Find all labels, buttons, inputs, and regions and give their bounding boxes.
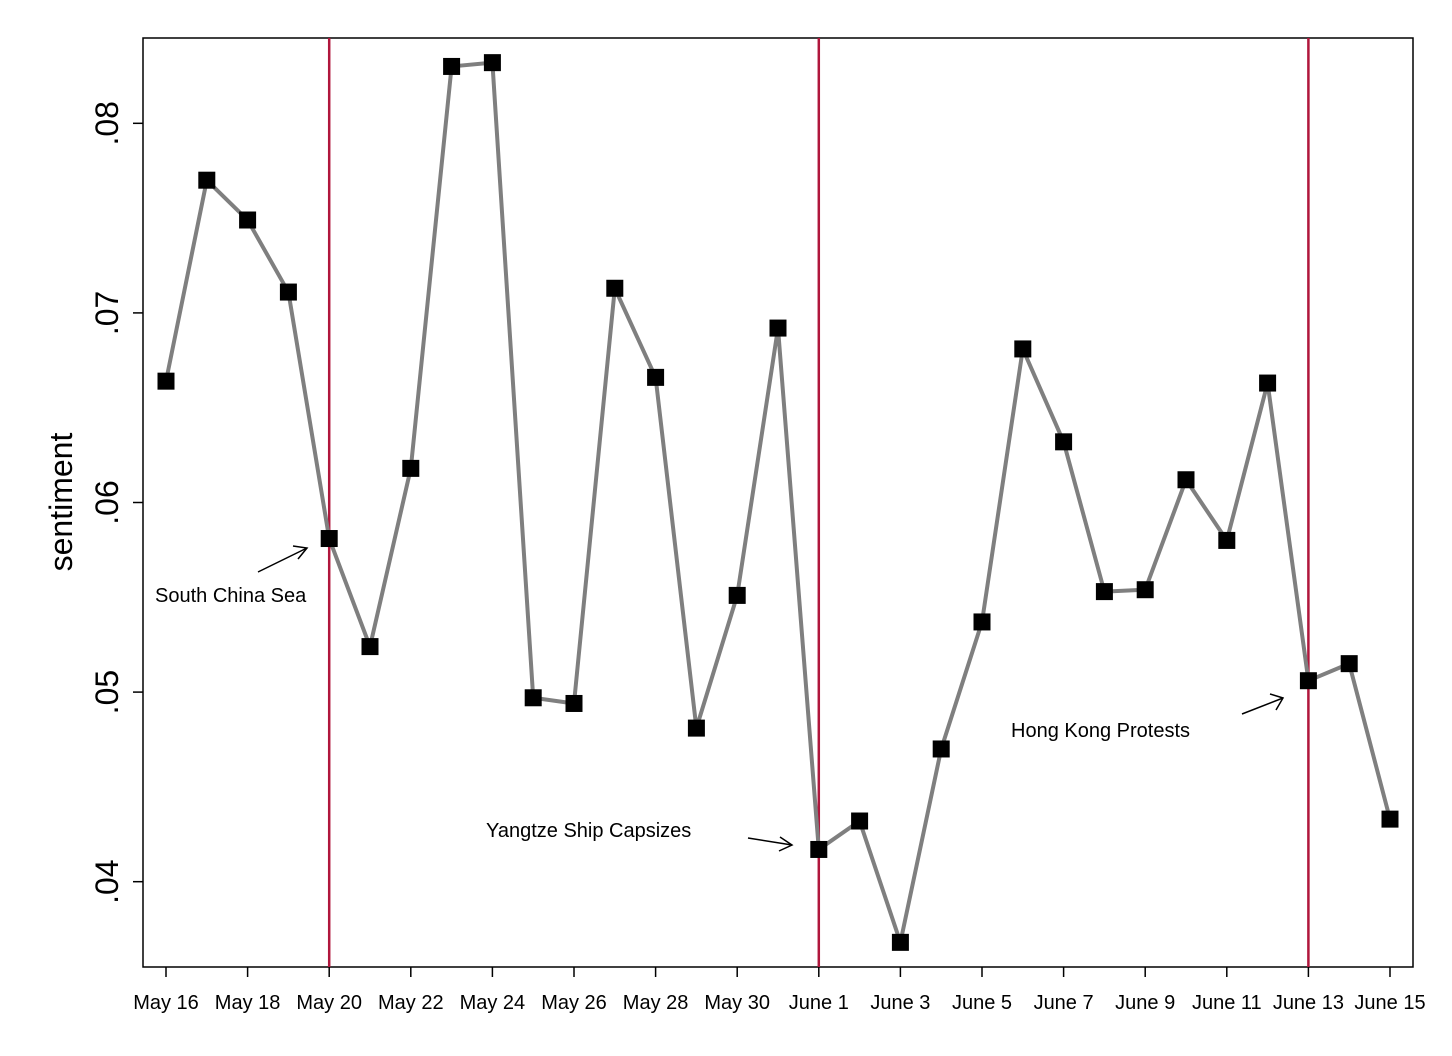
y-tick-label: .07 <box>89 291 125 335</box>
y-tick-label: .06 <box>89 480 125 524</box>
x-tick-label: June 9 <box>1115 992 1175 1014</box>
x-tick-label: May 30 <box>704 992 770 1014</box>
data-point <box>851 812 869 830</box>
data-point <box>1340 655 1358 673</box>
data-point <box>1299 672 1317 690</box>
data-point <box>361 638 379 656</box>
annotation-label: Yangtze Ship Capsizes <box>486 820 691 842</box>
data-point <box>524 689 542 707</box>
annotation-hong-kong: Hong Kong Protests <box>1011 693 1285 742</box>
data-point <box>1177 471 1195 489</box>
data-point <box>239 211 257 229</box>
x-tick-label: June 3 <box>870 992 930 1014</box>
data-point <box>810 840 828 858</box>
x-tick-label: June 1 <box>789 992 849 1014</box>
annotation-label: Hong Kong Protests <box>1011 720 1190 742</box>
annotation-label: South China Sea <box>155 585 307 607</box>
data-point <box>769 319 787 337</box>
x-tick-label: June 13 <box>1273 992 1344 1014</box>
y-axis-title: sentiment <box>43 433 79 572</box>
data-point <box>1014 340 1032 358</box>
data-point <box>320 530 338 548</box>
data-point <box>483 54 501 72</box>
data-point <box>891 933 909 951</box>
x-tick-label: June 7 <box>1034 992 1094 1014</box>
x-tick-label: May 20 <box>296 992 362 1014</box>
data-point <box>1055 433 1073 451</box>
data-point <box>1218 531 1236 549</box>
data-point <box>932 740 950 758</box>
x-tick-label: May 22 <box>378 992 444 1014</box>
data-point <box>279 283 297 301</box>
arrow-head <box>292 545 309 560</box>
x-tick-label: May 26 <box>541 992 607 1014</box>
data-point <box>402 459 420 477</box>
x-tick-label: May 16 <box>133 992 199 1014</box>
annotation-arrow <box>1241 697 1284 715</box>
x-tick-label: May 24 <box>460 992 526 1014</box>
annotation-arrow <box>257 547 308 573</box>
data-point <box>1136 581 1154 599</box>
y-tick-label: .05 <box>89 670 125 714</box>
data-point <box>1259 374 1277 392</box>
x-tick-label: June 5 <box>952 992 1012 1014</box>
plot-area <box>142 37 1414 968</box>
data-point <box>687 719 705 737</box>
data-point <box>728 586 746 604</box>
data-point <box>647 368 665 386</box>
x-tick-label: June 15 <box>1354 992 1425 1014</box>
annotation-south-china-sea: South China Sea <box>155 545 309 607</box>
y-tick-label: .04 <box>89 859 125 903</box>
y-tick-label: .08 <box>89 101 125 145</box>
data-point <box>157 372 175 390</box>
x-tick-label: June 11 <box>1192 992 1262 1014</box>
data-point <box>973 613 991 631</box>
x-tick-label: May 28 <box>623 992 689 1014</box>
data-point <box>606 279 624 297</box>
data-point <box>198 171 216 189</box>
arrow-head <box>778 836 794 852</box>
annotation-yangtze: Yangtze Ship Capsizes <box>486 820 794 852</box>
data-point <box>1381 810 1399 828</box>
data-point <box>443 57 461 75</box>
annotation-arrow <box>747 837 793 846</box>
data-point <box>565 694 583 712</box>
x-tick-label: May 18 <box>215 992 281 1014</box>
arrow-head <box>1269 693 1285 711</box>
data-point <box>1095 583 1113 601</box>
